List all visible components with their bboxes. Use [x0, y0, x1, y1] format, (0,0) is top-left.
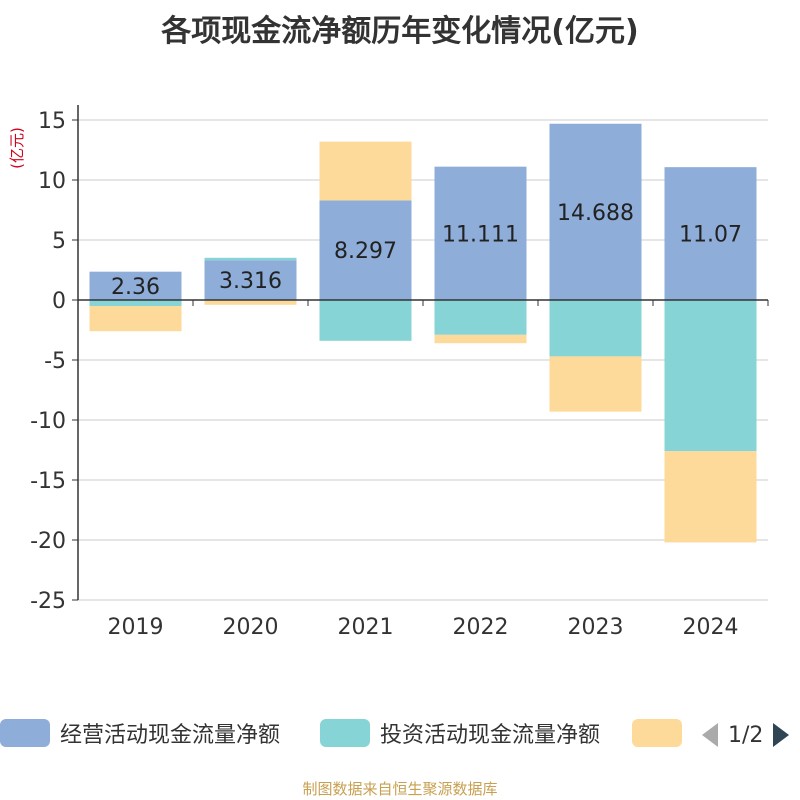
legend-item-operating[interactable]: 经营活动现金流量净额 [0, 716, 280, 750]
bar-operating [434, 166, 527, 300]
y-tick-label: -20 [30, 529, 66, 554]
bar-operating [319, 200, 412, 300]
y-tick-label: -25 [30, 589, 66, 614]
y-tick-label: 0 [52, 289, 66, 314]
bar-operating [89, 271, 182, 300]
legend-swatch-operating [0, 719, 50, 747]
legend-item-investing[interactable]: 投资活动现金流量净额 [320, 716, 600, 750]
bar-operating [204, 260, 297, 300]
bar-operating [664, 167, 757, 300]
bar-financing [434, 334, 527, 344]
bar-investing [319, 300, 412, 341]
bar-financing [204, 300, 297, 305]
pager-prev-icon[interactable] [700, 721, 720, 749]
bar-investing [549, 300, 642, 357]
x-tick-label: 2020 [223, 615, 279, 640]
cash-flow-chart: 15 10 5 0 -5 -10 -15 -20 -25 (亿元) 2.36 2019 3.316 202… [8, 105, 769, 640]
legend-swatch-investing [320, 719, 370, 747]
bar-financing [89, 306, 182, 332]
legend-pager: 1/2 [700, 718, 791, 752]
data-label: 3.316 [219, 269, 282, 294]
bar-financing [319, 141, 412, 201]
bar-operating [549, 123, 642, 300]
x-tick-label: 2024 [683, 615, 739, 640]
x-tick-label: 2022 [453, 615, 509, 640]
bar-investing [434, 300, 527, 335]
data-label: 14.688 [557, 201, 634, 226]
data-label: 11.07 [679, 223, 742, 248]
bar-financing [664, 451, 757, 543]
pager-next-icon[interactable] [771, 721, 791, 749]
legend-item-financing[interactable] [632, 716, 682, 750]
y-tick-label: -10 [30, 409, 66, 434]
y-tick-label: 5 [52, 229, 66, 254]
legend-label-operating: 经营活动现金流量净额 [60, 723, 281, 748]
x-tick-label: 2019 [108, 615, 164, 640]
legend: 经营活动现金流量净额 投资活动现金流量净额 1/2 [0, 716, 800, 756]
legend-label-investing[interactable]: 投资活动现金流量净额 [380, 723, 601, 748]
source-note: 制图数据来自恒生聚源数据库 [302, 780, 498, 798]
data-label: 11.111 [442, 222, 519, 247]
y-tick-label: 15 [38, 109, 66, 134]
x-tick-label: 2023 [568, 615, 624, 640]
data-label: 2.36 [111, 275, 160, 300]
y-tick-label: -5 [44, 349, 66, 374]
x-tick-label: 2021 [338, 615, 394, 640]
legend-swatch-financing [632, 719, 682, 747]
bar-investing [664, 300, 757, 452]
chart-title: 各项现金流净额历年变化情况(亿元) [161, 14, 639, 49]
y-tick-label: -15 [30, 469, 66, 494]
y-unit-label: (亿元) [8, 127, 26, 169]
bar-financing [549, 356, 642, 412]
pager-text: 1/2 [728, 722, 764, 748]
bar-investing [204, 257, 297, 261]
y-tick-label: 10 [38, 169, 66, 194]
data-label: 8.297 [334, 239, 397, 264]
bar-investing [89, 300, 182, 306]
